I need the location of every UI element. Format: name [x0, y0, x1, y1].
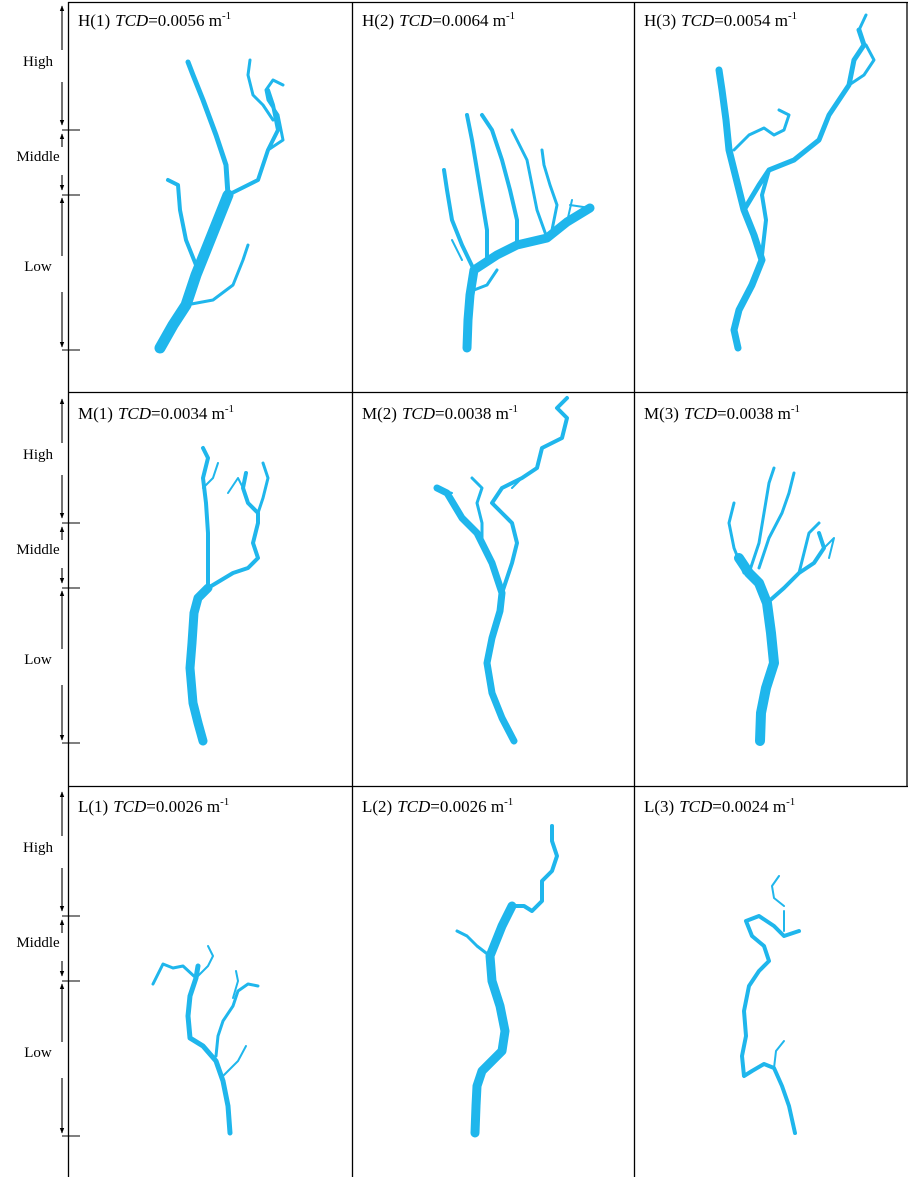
- unit-exponent: -1: [506, 10, 515, 22]
- metric-value: =0.0038 m: [435, 404, 509, 423]
- unit-exponent: -1: [222, 10, 231, 22]
- river-channel: [452, 200, 590, 260]
- river-network: [457, 826, 557, 1133]
- unit-exponent: -1: [786, 796, 795, 808]
- metric-value: =0.0026 m: [146, 797, 220, 816]
- river-channel: [744, 30, 864, 210]
- panel-label: H(2): [362, 11, 394, 30]
- metric-value: =0.0026 m: [430, 797, 504, 816]
- panel-title: L(3) TCD=0.0024 m-1: [644, 796, 795, 816]
- panel-title: H(2) TCD=0.0064 m-1: [362, 10, 515, 30]
- river-network: [444, 115, 590, 348]
- metric-value: =0.0034 m: [151, 404, 225, 423]
- metric-name: TCD: [118, 404, 152, 423]
- river-channel: [492, 398, 567, 593]
- river-channel: [467, 115, 487, 262]
- river-channel: [457, 931, 490, 956]
- river-network: [719, 15, 874, 348]
- river-channel: [168, 180, 198, 270]
- unit-exponent: -1: [504, 796, 513, 808]
- panel-title: M(3) TCD=0.0038 m-1: [644, 403, 800, 423]
- river-channel: [153, 964, 196, 984]
- metric-name: TCD: [399, 11, 433, 30]
- panel-label: H(1): [78, 11, 110, 30]
- panel-label: L(3): [644, 797, 674, 816]
- river-channel: [188, 966, 230, 1133]
- zone-label: Low: [24, 259, 52, 275]
- river-channel: [734, 110, 789, 150]
- zone-label: Middle: [16, 149, 60, 165]
- river-channel: [772, 876, 784, 931]
- river-channel: [512, 826, 557, 911]
- panel-title: L(1) TCD=0.0026 m-1: [78, 796, 229, 816]
- metric-value: =0.0056 m: [148, 11, 222, 30]
- river-network: [742, 876, 799, 1133]
- panel-title: H(1) TCD=0.0056 m-1: [78, 10, 231, 30]
- river-channel: [188, 62, 228, 195]
- river-network: [190, 448, 268, 741]
- zone-label: High: [23, 840, 54, 856]
- river-channel: [258, 463, 268, 513]
- metric-value: =0.0054 m: [714, 11, 788, 30]
- river-channel: [190, 588, 208, 741]
- river-channel: [160, 195, 228, 348]
- river-channel: [542, 150, 557, 230]
- zone-label: Low: [24, 1045, 52, 1061]
- panel-title: L(2) TCD=0.0026 m-1: [362, 796, 513, 816]
- panel-label: M(3): [644, 404, 679, 423]
- river-network: [437, 398, 567, 741]
- panel-label: H(3): [644, 11, 676, 30]
- page: HighMiddleLowH(1)TCD=0.0056 m-1H(2)TCD=0…: [0, 0, 908, 1177]
- river-channel: [774, 1041, 784, 1068]
- river-network: [160, 60, 283, 348]
- panel-title: H(3) TCD=0.0054 m-1: [644, 10, 797, 30]
- unit-exponent: -1: [788, 10, 797, 22]
- panel-label: L(2): [362, 797, 392, 816]
- metric-value: =0.0024 m: [712, 797, 786, 816]
- panel-label: L(1): [78, 797, 108, 816]
- unit-exponent: -1: [791, 403, 800, 415]
- zone-axis: High Middle Low: [16, 792, 80, 1136]
- metric-name: TCD: [402, 404, 436, 423]
- metric-name: TCD: [681, 11, 715, 30]
- river-channel: [742, 916, 799, 1133]
- unit-exponent: -1: [220, 796, 229, 808]
- metric-name: TCD: [397, 797, 431, 816]
- figure: HighMiddleLowH(1)TCD=0.0056 m-1H(2)TCD=0…: [0, 0, 908, 1177]
- river-channel: [223, 1046, 246, 1076]
- unit-exponent: -1: [225, 403, 234, 415]
- panel-title: M(2) TCD=0.0038 m-1: [362, 403, 518, 423]
- metric-value: =0.0038 m: [717, 404, 791, 423]
- zone-label: Low: [24, 652, 52, 668]
- river-channel: [739, 558, 774, 741]
- river-channel: [203, 448, 208, 588]
- panel-title: M(1) TCD=0.0034 m-1: [78, 403, 234, 423]
- metric-name: TCD: [113, 797, 147, 816]
- zone-label: Middle: [16, 542, 60, 558]
- metric-value: =0.0064 m: [432, 11, 506, 30]
- river-channel: [475, 906, 512, 1133]
- zone-label: High: [23, 447, 54, 463]
- river-channel: [437, 488, 514, 741]
- river-network: [729, 468, 834, 741]
- zone-label: Middle: [16, 935, 60, 951]
- panel-label: M(2): [362, 404, 397, 423]
- metric-name: TCD: [115, 11, 149, 30]
- zone-axis: High Middle Low: [16, 399, 80, 743]
- metric-name: TCD: [684, 404, 718, 423]
- panel-label: M(1): [78, 404, 113, 423]
- river-channel: [767, 533, 824, 603]
- river-channel: [208, 473, 258, 588]
- zone-axis: High Middle Low: [16, 6, 80, 350]
- river-channel: [719, 70, 762, 348]
- river-channel: [216, 984, 258, 1056]
- river-channel: [228, 478, 243, 493]
- river-network: [153, 946, 258, 1133]
- metric-name: TCD: [679, 797, 713, 816]
- unit-exponent: -1: [509, 403, 518, 415]
- zone-label: High: [23, 54, 54, 70]
